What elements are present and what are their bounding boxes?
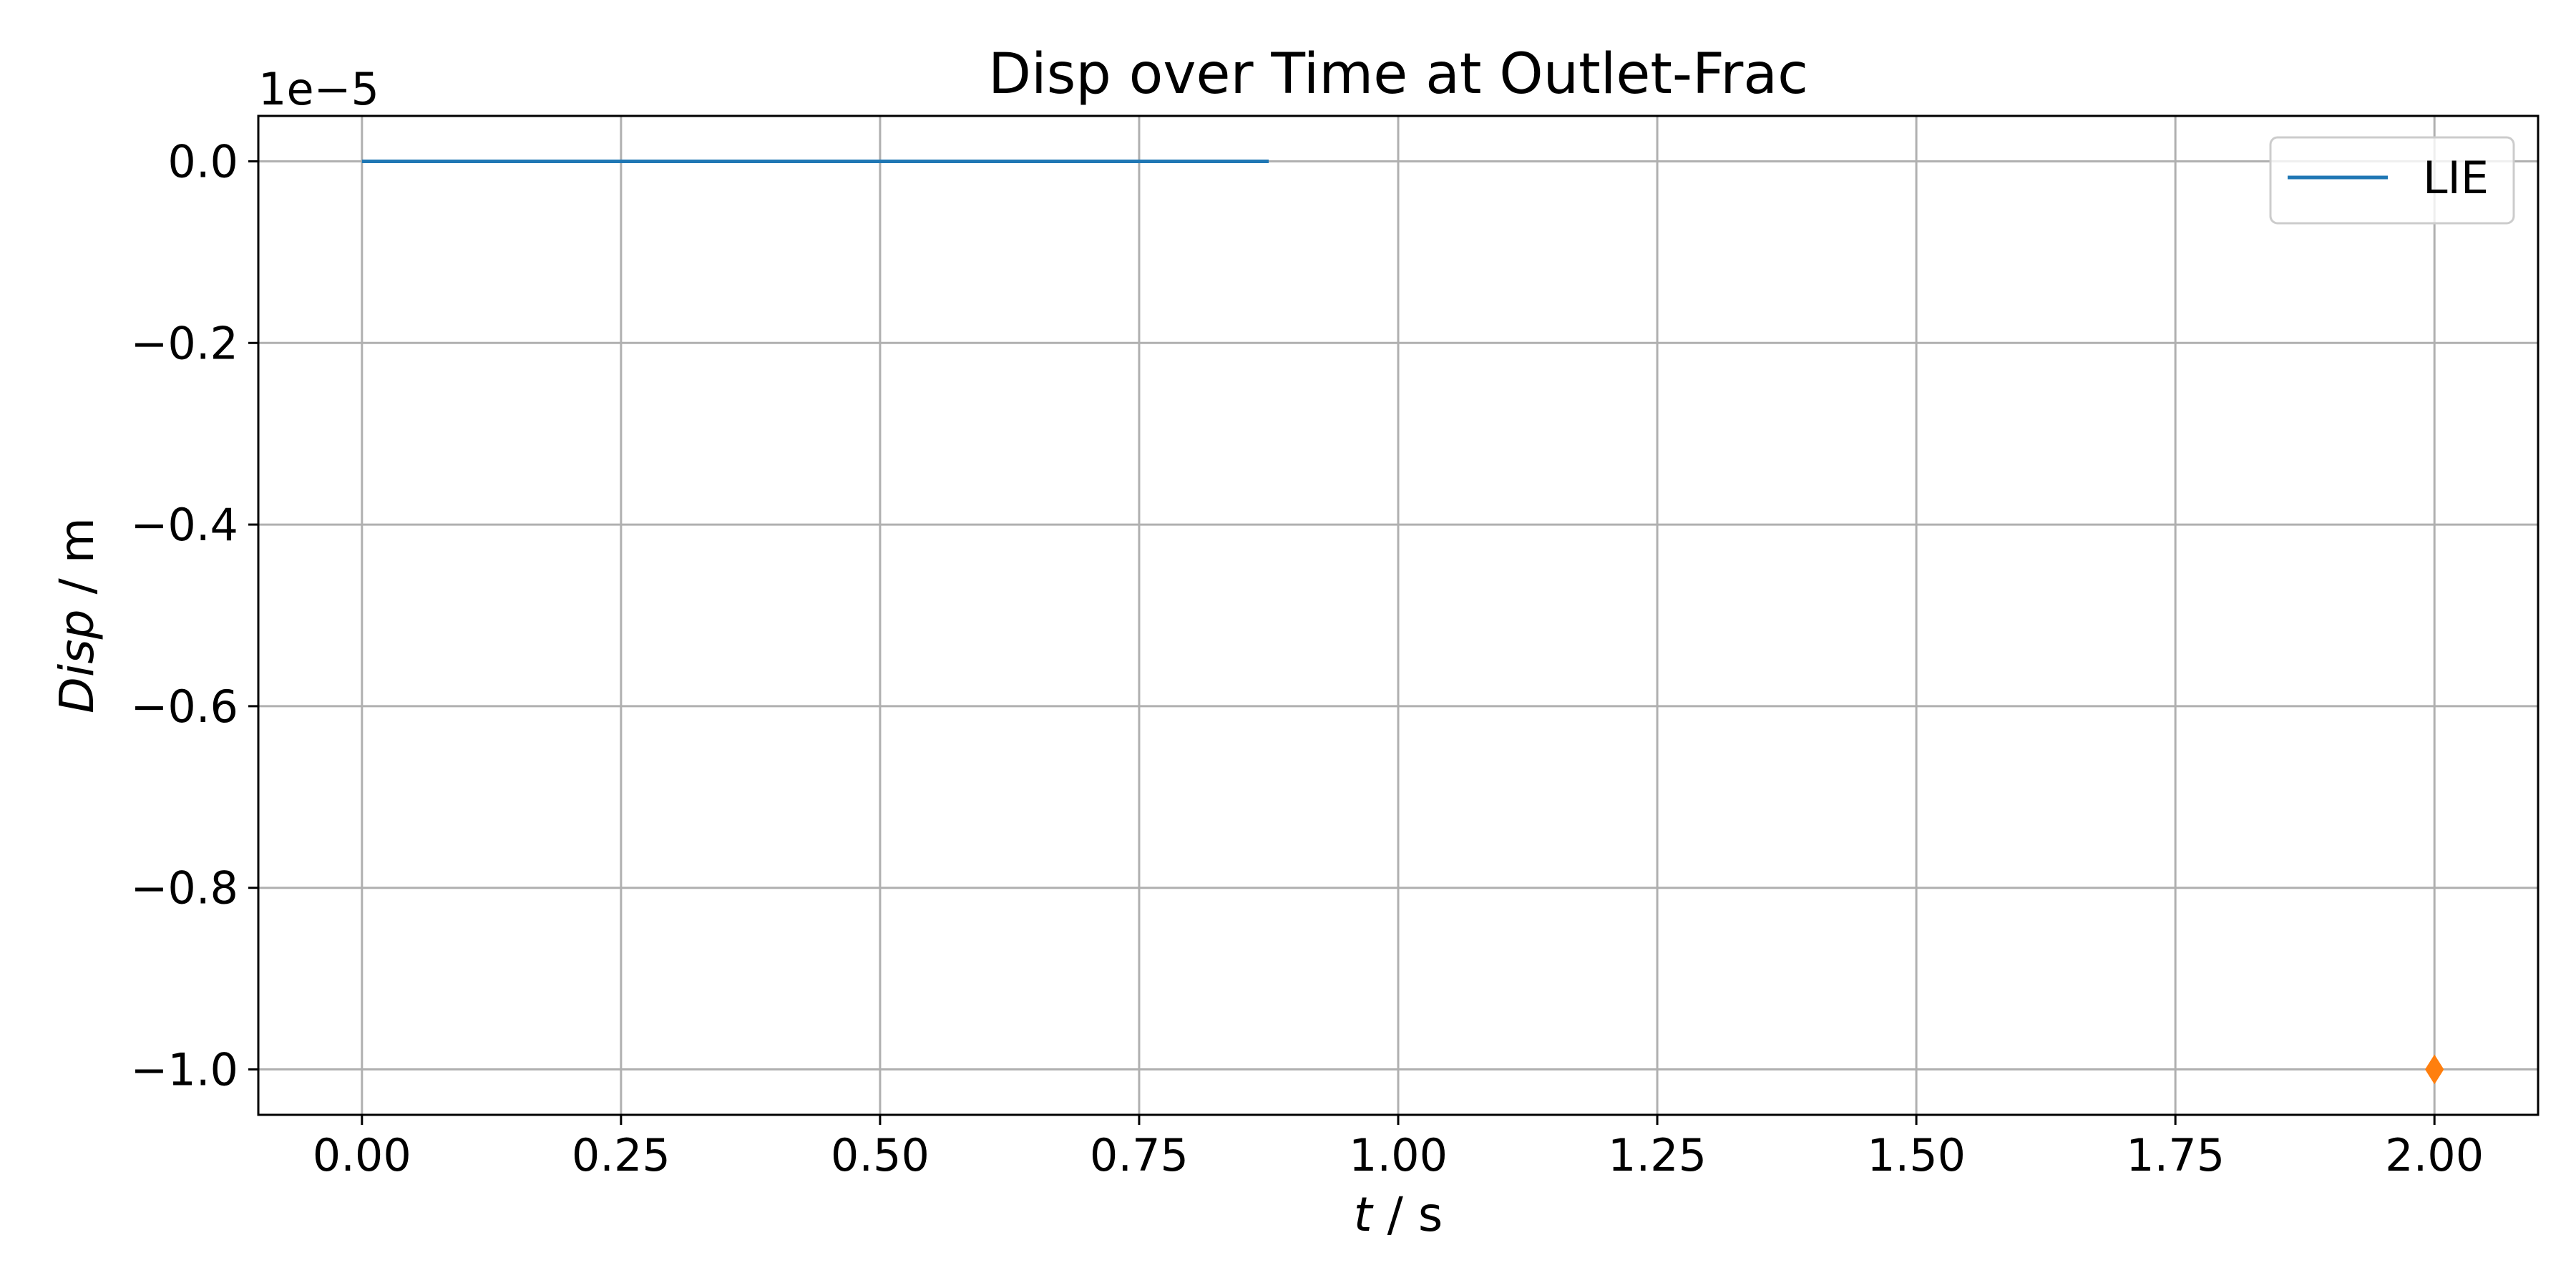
x-tick-label: 2.00 — [2385, 1129, 2484, 1181]
grid — [258, 116, 2538, 1115]
x-axis-label-var: t — [1354, 1187, 1374, 1242]
x-tick-label: 0.75 — [1090, 1129, 1189, 1181]
y-axis-label-var: Disp — [49, 610, 104, 713]
x-axis-label: t / s — [1354, 1187, 1443, 1242]
x-tick-label: 1.00 — [1349, 1129, 1448, 1181]
y-tick-label: −0.6 — [130, 680, 238, 733]
chart-title: Disp over Time at Outlet-Frac — [988, 42, 1808, 107]
x-tick-label: 1.75 — [2126, 1129, 2225, 1181]
series-point-1 — [2424, 1054, 2444, 1085]
ticks: 0.00 0.25 0.50 0.75 1.00 1.25 1.50 1.75 2.00 0.0 −… — [130, 135, 2484, 1181]
y-tick-label: 0.0 — [167, 135, 238, 187]
y-tick-label: −0.8 — [130, 862, 238, 914]
y-tick-label: −0.2 — [130, 317, 238, 369]
x-tick-label: 1.50 — [1867, 1129, 1966, 1181]
y-axis-label-unit: / m — [49, 517, 104, 610]
x-tick-label: 0.50 — [831, 1129, 930, 1181]
legend: LIE — [2269, 136, 2515, 225]
y-tick-label: −0.4 — [130, 499, 238, 551]
y-tick-label: −1.0 — [130, 1044, 238, 1096]
x-axis-label-unit: / s — [1372, 1187, 1443, 1242]
y-axis-label: Disp / m — [49, 517, 104, 713]
legend-box — [2269, 136, 2515, 225]
x-tick-label: 0.00 — [313, 1129, 411, 1181]
series-layer — [361, 159, 2444, 1085]
legend-label-lie: LIE — [2423, 152, 2489, 204]
x-tick-label: 0.25 — [572, 1129, 670, 1181]
y-offset-text: 1e−5 — [258, 63, 379, 115]
x-tick-label: 1.25 — [1608, 1129, 1707, 1181]
